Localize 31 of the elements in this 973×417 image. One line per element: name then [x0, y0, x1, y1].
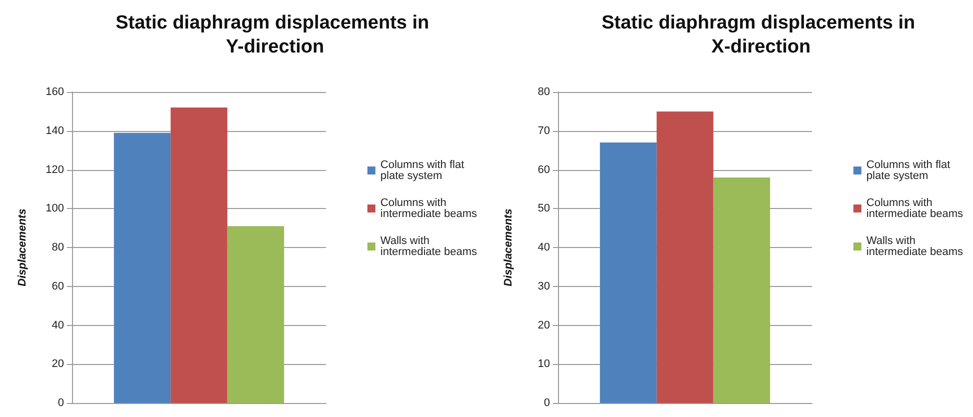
- y-tick-label: 80: [538, 86, 550, 98]
- y-tick-label: 60: [52, 280, 64, 292]
- y-tick-label: 20: [538, 319, 550, 332]
- y-tick-label: 140: [46, 124, 64, 137]
- legend-label: Walls with intermediate beams: [380, 235, 478, 258]
- y-tick-label: 10: [538, 358, 550, 370]
- legend-label: Columns with intermediate beams: [380, 197, 478, 220]
- y-tick-label: 0: [544, 397, 550, 409]
- legend-label: Columns with flat plate system: [380, 159, 468, 182]
- y-tick-label: 40: [538, 242, 550, 254]
- y-tick-label: 80: [52, 242, 64, 254]
- y-tick-label: 20: [52, 358, 64, 370]
- y-tick-label: 40: [52, 319, 64, 332]
- bar: [114, 132, 171, 403]
- chart-title: Static diaphragm displacements in Y-direction: [116, 12, 434, 58]
- y-tick-label: 160: [46, 86, 64, 98]
- y-tick-label: 100: [46, 202, 64, 215]
- y-tick-label: 70: [538, 124, 550, 137]
- legend-label: Walls with intermediate beams: [866, 235, 964, 258]
- bar: [170, 108, 228, 403]
- legend-label: Columns with flat plate system: [866, 159, 954, 182]
- y-tick-label: 120: [46, 164, 64, 176]
- y-tick-label: 50: [538, 202, 550, 215]
- y-axis-title: Displacements: [16, 208, 28, 286]
- y-tick-label: 30: [538, 280, 550, 292]
- y-tick-label: 0: [58, 397, 64, 409]
- y-tick-label: 60: [538, 164, 550, 176]
- legend-label: Columns with intermediate beams: [866, 197, 964, 220]
- bar: [227, 226, 284, 403]
- y-axis-title: Displacements: [502, 208, 514, 286]
- chart-title: Static diaphragm displacements in X-direction: [602, 12, 920, 58]
